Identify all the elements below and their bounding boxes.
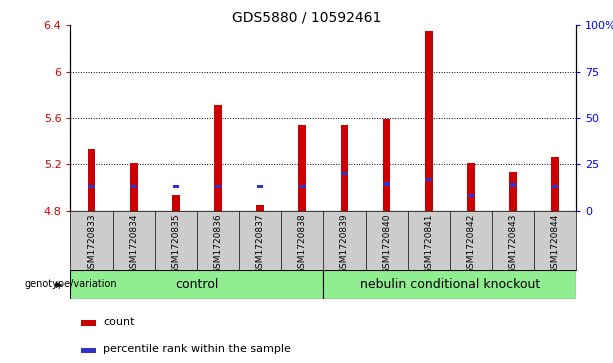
- Bar: [299, 184, 305, 188]
- Bar: [214, 105, 222, 211]
- Bar: [425, 178, 432, 181]
- Bar: [257, 184, 264, 188]
- Text: GSM1720837: GSM1720837: [256, 213, 265, 274]
- Bar: [81, 321, 96, 326]
- Bar: [215, 184, 221, 188]
- Bar: [383, 182, 390, 185]
- Bar: [468, 194, 474, 197]
- Text: GSM1720840: GSM1720840: [382, 213, 391, 274]
- Bar: [172, 196, 180, 211]
- Text: GSM1720838: GSM1720838: [298, 213, 306, 274]
- Bar: [130, 163, 137, 211]
- Bar: [324, 270, 576, 299]
- Text: GSM1720836: GSM1720836: [213, 213, 223, 274]
- Bar: [256, 205, 264, 211]
- Text: GSM1720835: GSM1720835: [172, 213, 180, 274]
- Text: nebulin conditional knockout: nebulin conditional knockout: [360, 278, 540, 291]
- Text: GSM1720839: GSM1720839: [340, 213, 349, 274]
- Bar: [467, 163, 474, 211]
- Bar: [552, 184, 558, 188]
- Bar: [131, 184, 137, 188]
- Bar: [81, 348, 96, 354]
- Bar: [70, 270, 324, 299]
- Text: percentile rank within the sample: percentile rank within the sample: [104, 344, 291, 354]
- Bar: [509, 172, 517, 211]
- Bar: [173, 184, 179, 188]
- Bar: [299, 125, 306, 211]
- Bar: [341, 125, 348, 211]
- Text: GSM1720833: GSM1720833: [87, 213, 96, 274]
- Bar: [425, 31, 433, 211]
- Bar: [341, 172, 348, 175]
- Text: GSM1720843: GSM1720843: [509, 213, 517, 274]
- Text: GSM1720834: GSM1720834: [129, 213, 138, 274]
- Text: genotype/variation: genotype/variation: [25, 278, 117, 289]
- Text: GDS5880 / 10592461: GDS5880 / 10592461: [232, 11, 381, 25]
- Text: GSM1720841: GSM1720841: [424, 213, 433, 274]
- Text: GSM1720842: GSM1720842: [466, 213, 475, 274]
- Text: GSM1720844: GSM1720844: [550, 213, 560, 274]
- Text: control: control: [175, 278, 219, 291]
- Bar: [88, 149, 96, 211]
- Bar: [551, 157, 559, 211]
- Bar: [510, 183, 516, 187]
- Bar: [88, 184, 95, 188]
- Text: count: count: [104, 317, 135, 327]
- Bar: [383, 119, 390, 211]
